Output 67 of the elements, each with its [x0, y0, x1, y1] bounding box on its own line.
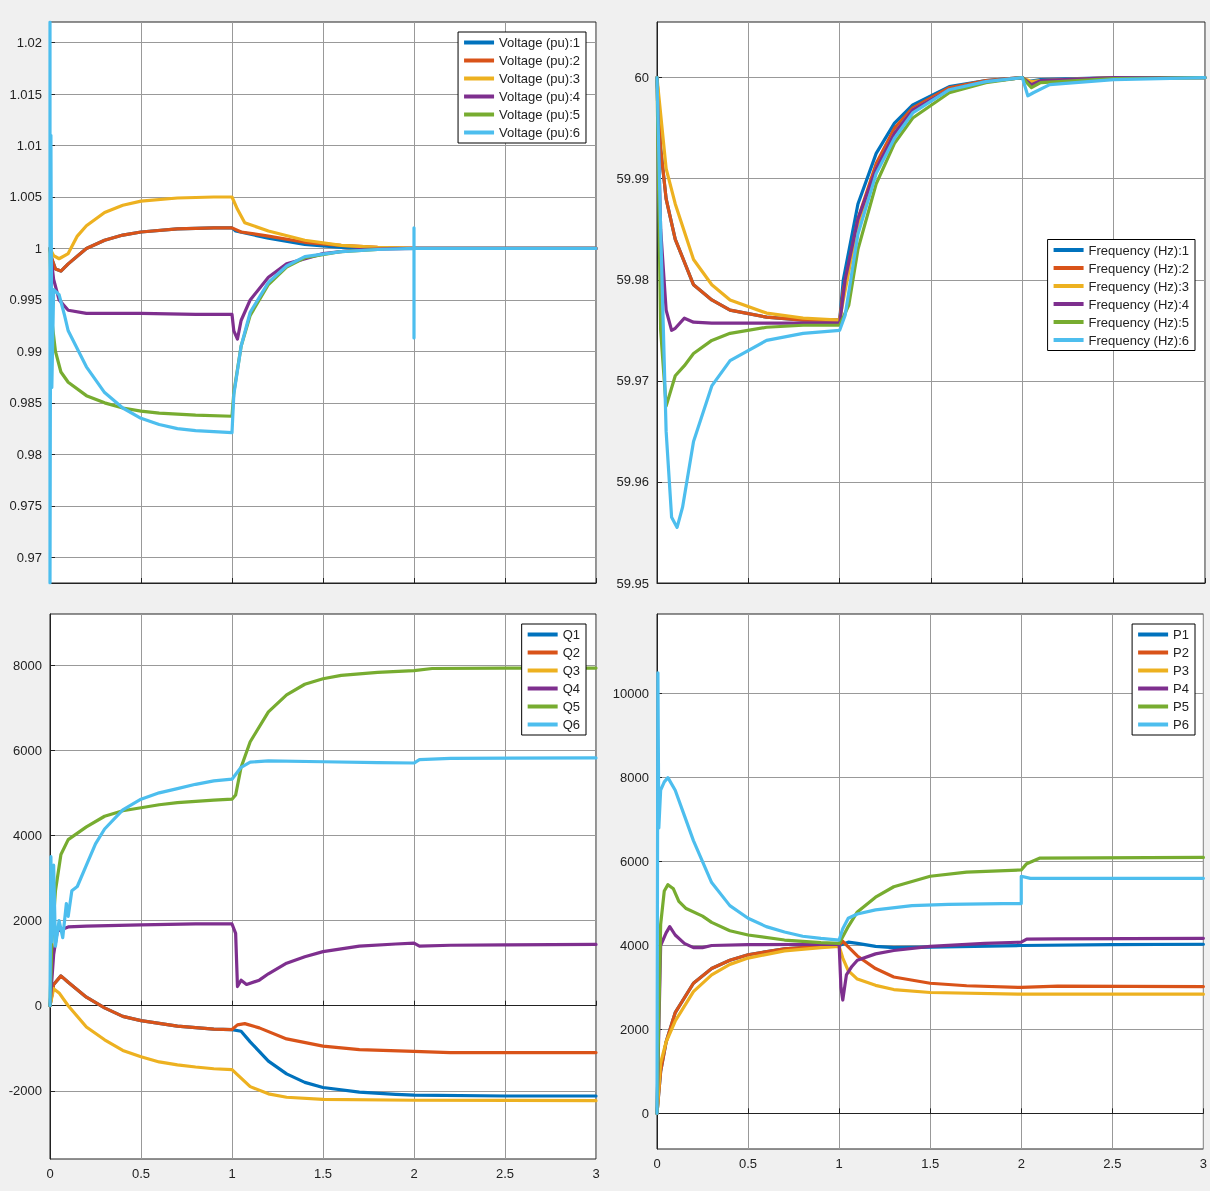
- y-tick-label: 59.97: [616, 373, 649, 389]
- x-tick-label: 1.5: [313, 1166, 333, 1181]
- y-tick-label: 0: [641, 1105, 649, 1121]
- y-tick-label: 1.015: [9, 86, 42, 102]
- y-tick-label: 4000: [620, 937, 649, 953]
- x-tick-label: 3: [592, 1166, 600, 1181]
- y-tick-label: 59.96: [616, 474, 649, 490]
- x-tick-label: 1: [835, 1156, 843, 1171]
- y-tick-label: 6000: [13, 742, 42, 758]
- legend-label: Frequency (Hz):1: [1088, 242, 1189, 258]
- legend-label: P2: [1173, 645, 1190, 660]
- x-tick-label: 0: [46, 1166, 54, 1181]
- legend-label: Voltage (pu):2: [499, 53, 581, 68]
- x-tick-label: 2.5: [1103, 1156, 1122, 1171]
- legend-label: Frequency (Hz):4: [1088, 296, 1189, 312]
- y-tick-label: 59.95: [616, 575, 649, 591]
- y-tick-label: 0: [34, 998, 42, 1014]
- legend-label: Q4: [562, 681, 580, 696]
- y-tick-label: 0.97: [16, 549, 42, 565]
- y-tick-label: 1.005: [9, 189, 42, 205]
- y-tick-label: 8000: [620, 770, 649, 786]
- x-tick-label: 2.5: [495, 1166, 515, 1181]
- y-tick-label: 0.975: [9, 498, 42, 514]
- y-tick-label: -2000: [8, 1083, 42, 1099]
- y-tick-label: 0.985: [9, 395, 42, 411]
- x-tick-label: 2: [410, 1166, 418, 1181]
- legend-label: P5: [1173, 699, 1190, 714]
- legend-label: Voltage (pu):6: [499, 125, 581, 140]
- legend-label: Frequency (Hz):2: [1088, 260, 1189, 276]
- y-tick-label: 1.02: [16, 35, 42, 51]
- legend-label: Frequency (Hz):3: [1088, 278, 1189, 294]
- legend-label: Frequency (Hz):6: [1088, 332, 1189, 348]
- x-tick-label: 1.5: [921, 1156, 940, 1171]
- y-tick-label: 2000: [13, 913, 42, 929]
- y-tick-label: 1: [34, 240, 42, 256]
- y-tick-label: 10000: [612, 686, 649, 702]
- x-tick-label: 0.5: [131, 1166, 151, 1181]
- y-tick-label: 0.995: [9, 292, 42, 308]
- legend-label: Frequency (Hz):5: [1088, 314, 1189, 330]
- legend-label: Q3: [562, 663, 580, 678]
- y-tick-label: 59.98: [616, 272, 649, 288]
- y-tick-label: 60: [634, 70, 649, 86]
- y-tick-label: 1.01: [16, 138, 42, 154]
- legend-label: Voltage (pu):1: [499, 35, 581, 50]
- legend-label: P3: [1173, 663, 1190, 678]
- y-tick-label: 59.99: [616, 171, 649, 187]
- legend-label: Voltage (pu):5: [499, 107, 581, 122]
- legend-label: Q1: [562, 627, 580, 642]
- legend-label: Q5: [562, 699, 580, 714]
- x-tick-label: 0: [653, 1156, 661, 1171]
- legend-label: Voltage (pu):3: [499, 71, 581, 86]
- legend-label: Q6: [562, 717, 580, 732]
- y-tick-label: 4000: [13, 827, 42, 843]
- legend-label: P4: [1173, 681, 1190, 696]
- x-tick-label: 3: [1199, 1156, 1207, 1171]
- legend-label: P6: [1173, 717, 1190, 732]
- y-tick-label: 0.98: [16, 446, 42, 462]
- legend-label: P1: [1173, 627, 1190, 642]
- x-tick-label: 1: [228, 1166, 236, 1181]
- legend-label: Voltage (pu):4: [499, 89, 581, 104]
- y-tick-label: 0.99: [16, 343, 42, 359]
- y-tick-label: 6000: [620, 854, 649, 870]
- x-tick-label: 2: [1017, 1156, 1025, 1171]
- x-tick-label: 0.5: [739, 1156, 758, 1171]
- legend-label: Q2: [562, 645, 580, 660]
- y-tick-label: 8000: [13, 657, 42, 673]
- y-tick-label: 2000: [620, 1021, 649, 1037]
